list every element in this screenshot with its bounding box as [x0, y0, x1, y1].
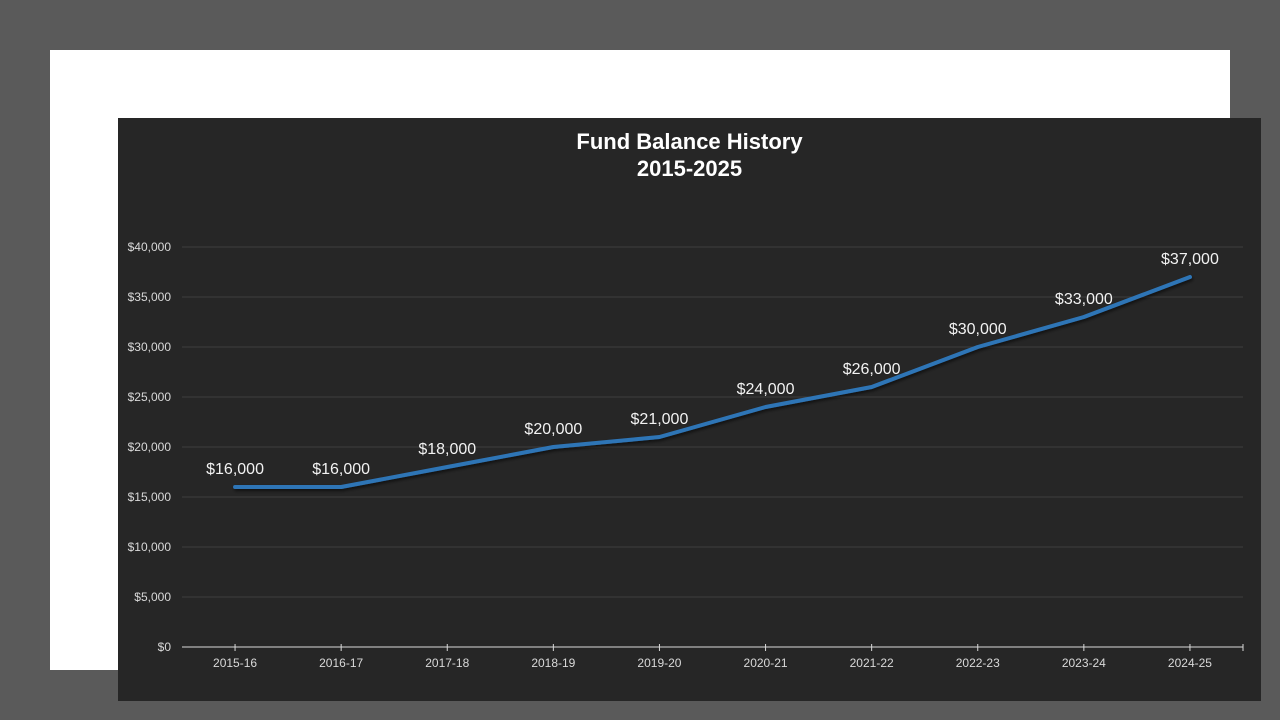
data-label: $26,000 — [843, 361, 901, 378]
y-tick-label: $35,000 — [128, 290, 172, 304]
gridlines — [182, 246, 1243, 598]
x-tick-label: 2019-20 — [637, 656, 681, 670]
y-tick-label: $40,000 — [128, 240, 172, 254]
data-label: $16,000 — [312, 461, 370, 478]
x-tick-label: 2016-17 — [319, 656, 363, 670]
x-tick-label: 2018-19 — [531, 656, 575, 670]
x-tick-label: 2024-25 — [1168, 656, 1212, 670]
x-axis: 2015-16 2016-17 2017-18 2018-19 2019-20 2020-… — [182, 644, 1244, 670]
y-axis: $0 $5,000 $10,000 $15,000 $20,000 $25,000 $30,… — [128, 240, 172, 654]
y-tick-label: $30,000 — [128, 340, 172, 354]
data-labels: $16,000 $16,000 $18,000 $20,000 $21,000 $24,0… — [206, 251, 1219, 478]
data-label: $30,000 — [949, 321, 1007, 338]
x-tick-label: 2023-24 — [1062, 656, 1106, 670]
y-tick-label: $5,000 — [134, 590, 171, 604]
data-label: $16,000 — [206, 461, 264, 478]
y-tick-label: $0 — [158, 640, 172, 654]
x-tick-label: 2022-23 — [956, 656, 1000, 670]
chart-title: Fund Balance History 2015-2025 — [118, 128, 1261, 182]
chart-title-main: Fund Balance History — [576, 129, 803, 154]
series-line — [233, 275, 1192, 489]
chart-subtitle: 2015-2025 — [636, 156, 743, 181]
data-label: $21,000 — [631, 411, 689, 428]
line-plot: $0 $5,000 $10,000 $15,000 $20,000 $25,000 $30,… — [128, 240, 1244, 670]
y-tick-label: $20,000 — [128, 440, 172, 454]
x-tick-label: 2020-21 — [744, 656, 788, 670]
data-label: $33,000 — [1055, 291, 1113, 308]
y-tick-label: $25,000 — [128, 390, 172, 404]
data-series — [233, 275, 1192, 489]
y-tick-label: $10,000 — [128, 540, 172, 554]
data-label: $18,000 — [418, 441, 476, 458]
x-tick-label: 2021-22 — [850, 656, 894, 670]
data-label: $20,000 — [524, 421, 582, 438]
data-label: $37,000 — [1161, 251, 1219, 268]
x-tick-label: 2015-16 — [213, 656, 257, 670]
x-tick-label: 2017-18 — [425, 656, 469, 670]
data-label: $24,000 — [737, 381, 795, 398]
y-tick-label: $15,000 — [128, 490, 172, 504]
chart-frame: Fund Balance History 2015-2025 $0 $5,000 $… — [50, 50, 1261, 701]
chart-area: Fund Balance History 2015-2025 $0 $5,000 $… — [118, 118, 1261, 701]
